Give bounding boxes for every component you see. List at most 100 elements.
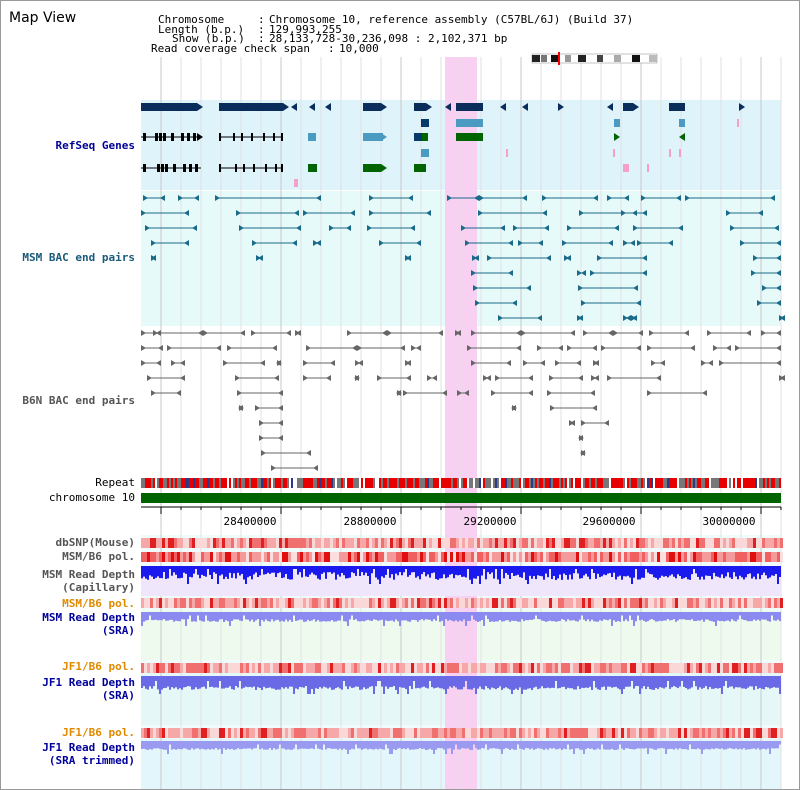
heat-cell — [324, 598, 327, 608]
repeat-segment — [439, 478, 441, 488]
heat-cell — [357, 598, 360, 608]
heat-cell — [663, 538, 666, 548]
bac-end-marker — [352, 345, 357, 351]
bac-end-marker — [258, 255, 263, 261]
depth-bar — [467, 566, 469, 569]
heat-cell — [195, 663, 198, 673]
heat-cell — [510, 552, 513, 562]
heat-cell — [153, 728, 156, 738]
heat-cell — [447, 538, 450, 548]
depth-bar — [669, 566, 671, 576]
heat-cell — [531, 552, 534, 562]
heat-cell — [273, 538, 276, 548]
repeat-segment — [483, 478, 485, 488]
depth-bar — [717, 741, 719, 749]
heat-cell — [192, 728, 195, 738]
heat-cell — [780, 663, 783, 673]
repeat-segment — [573, 478, 575, 488]
heat-cell — [366, 728, 369, 738]
repeat-segment — [435, 478, 437, 488]
heat-cell — [312, 663, 315, 673]
bac-end-marker — [416, 240, 421, 246]
depth-bar — [339, 612, 341, 621]
heat-cell — [654, 552, 657, 562]
depth-bar — [241, 566, 243, 574]
depth-bar — [491, 741, 493, 749]
depth-bar — [579, 566, 581, 579]
repeat-segment — [355, 478, 357, 488]
depth-bar — [475, 741, 477, 749]
depth-bar — [759, 566, 761, 580]
depth-bar — [211, 612, 213, 622]
depth-bar — [693, 566, 695, 569]
heat-cell — [342, 538, 345, 548]
depth-bar — [333, 676, 335, 690]
depth-bar — [217, 566, 219, 584]
repeat-segment — [521, 478, 523, 488]
depth-bar — [357, 741, 359, 749]
repeat-segment — [653, 478, 655, 488]
heat-cell — [198, 552, 201, 562]
heat-cell — [717, 538, 720, 548]
heat-cell — [429, 538, 432, 548]
repeat-segment — [277, 478, 279, 488]
depth-bar — [555, 566, 557, 580]
repeat-segment — [301, 478, 303, 488]
heat-cell — [282, 538, 285, 548]
heat-cell — [426, 538, 429, 548]
depth-bar — [251, 566, 253, 580]
heat-cell — [603, 552, 606, 562]
gene-exon — [456, 103, 483, 111]
heat-cell — [222, 663, 225, 673]
depth-bar — [281, 676, 283, 688]
depth-bar — [451, 741, 453, 754]
depth-bar — [189, 612, 191, 616]
heat-cell — [408, 728, 411, 738]
heat-cell — [693, 538, 696, 548]
depth-bar — [229, 612, 231, 626]
heat-cell — [285, 552, 288, 562]
bac-end-marker — [593, 195, 598, 201]
heat-cell — [582, 552, 585, 562]
repeat-segment — [173, 478, 175, 488]
repeat-segment — [459, 478, 461, 488]
track-label-msm-bac[interactable]: MSM BAC end pairs — [22, 251, 135, 264]
heat-cell — [678, 663, 681, 673]
depth-bar — [689, 741, 691, 745]
heat-cell — [750, 728, 753, 738]
depth-bar — [235, 566, 237, 579]
depth-bar — [731, 741, 733, 749]
bac-end-marker — [656, 375, 661, 381]
heat-cell — [399, 728, 402, 738]
track-label-refseq[interactable]: RefSeq Genes — [55, 139, 135, 152]
heat-cell — [462, 598, 465, 608]
bac-end-marker — [719, 360, 724, 366]
depth-bar — [491, 676, 493, 688]
bac-end-marker — [592, 405, 597, 411]
heat-cell — [450, 538, 453, 548]
bac-end-marker — [651, 360, 656, 366]
bac-end-marker — [495, 375, 500, 381]
heat-cell — [318, 598, 321, 608]
depth-bar — [485, 741, 487, 745]
heat-cell — [321, 552, 324, 562]
depth-bar — [231, 566, 233, 578]
depth-bar — [257, 741, 259, 745]
depth-bar — [333, 612, 335, 622]
heat-cell — [162, 552, 165, 562]
heat-cell — [396, 598, 399, 608]
heat-cell — [372, 728, 375, 738]
heat-cell — [591, 728, 594, 738]
gene-exon — [159, 133, 162, 141]
depth-bar — [427, 612, 429, 620]
heat-cell — [648, 663, 651, 673]
depth-bar — [403, 566, 405, 573]
heat-cell — [321, 663, 324, 673]
depth-bar — [711, 676, 713, 689]
track-label-b6n-bac[interactable]: B6N BAC end pairs — [22, 394, 135, 407]
depth-bar — [335, 612, 337, 622]
bac-end-marker — [581, 300, 586, 306]
depth-bar — [473, 676, 475, 688]
bac-end-marker — [591, 375, 596, 381]
